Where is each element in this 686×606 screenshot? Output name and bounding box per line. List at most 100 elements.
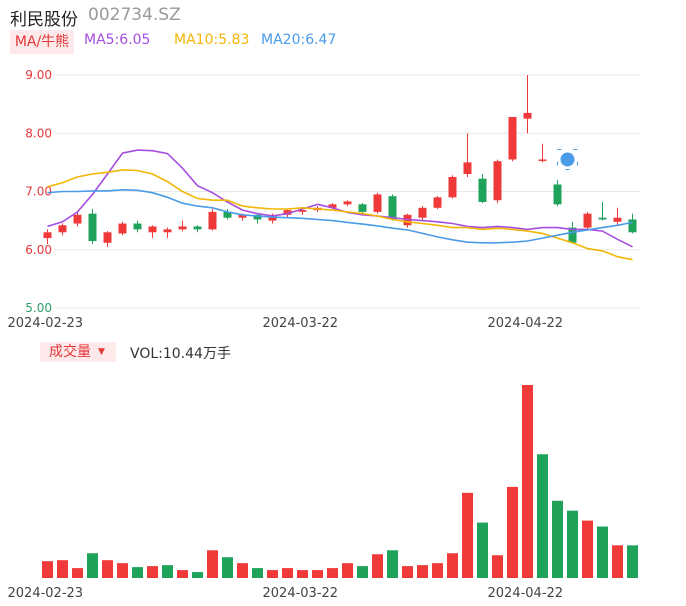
candle-body: [373, 194, 382, 212]
volume-button-label: 成交量: [49, 344, 91, 360]
candle-body: [193, 226, 202, 230]
volume-bar: [312, 570, 323, 578]
x-tick-label-top: 2024-02-23: [8, 316, 84, 331]
volume-bar: [522, 384, 533, 578]
volume-bar: [447, 553, 458, 578]
volume-bar: [162, 565, 173, 578]
candle-body: [253, 214, 262, 220]
volume-bar: [567, 510, 578, 578]
ma-indicator-button[interactable]: MA/牛熊: [10, 30, 74, 54]
event-marker-icon: [560, 152, 575, 167]
volume-bar: [582, 520, 593, 578]
caret-down-icon: ▼: [98, 347, 105, 357]
volume-bar: [222, 557, 233, 578]
candle-body: [298, 210, 307, 212]
candle-body: [553, 184, 562, 205]
candle-body: [418, 207, 427, 218]
candle-body: [178, 226, 187, 230]
x-tick-label-top: 2024-03-22: [263, 316, 339, 331]
stock-code: 002734.SZ: [88, 5, 181, 25]
candle-body: [238, 214, 247, 218]
event-marker-frame: [557, 148, 578, 170]
ma-line-ma10: [47, 169, 633, 261]
volume-bar: [42, 561, 53, 578]
volume-bar: [297, 570, 308, 578]
candle-body: [328, 204, 337, 208]
ma20-value: MA20:6.47: [261, 32, 337, 48]
volume-bar: [87, 553, 98, 578]
candle-body: [478, 178, 487, 202]
volume-bar: [492, 555, 503, 578]
candle-body: [343, 201, 352, 205]
volume-bar: [327, 568, 338, 578]
candle-body: [568, 227, 577, 243]
volume-bar: [132, 567, 143, 578]
candle-body: [388, 196, 397, 220]
x-tick-label-bottom: 2024-03-22: [263, 586, 339, 601]
candle-body: [613, 217, 622, 222]
volume-bar: [57, 560, 68, 578]
volume-bar: [462, 492, 473, 578]
volume-bar: [342, 563, 353, 578]
candle-body: [538, 159, 547, 161]
volume-bar: [597, 526, 608, 578]
y-tick-label: 6.00: [25, 243, 52, 257]
volume-bar: [117, 563, 128, 578]
volume-bar: [282, 568, 293, 578]
volume-bar: [147, 566, 158, 578]
y-tick-label: 9.00: [25, 68, 52, 82]
volume-bar: [357, 566, 368, 578]
candle-body: [58, 225, 67, 233]
candle-body: [43, 232, 52, 239]
volume-bar: [267, 570, 278, 578]
candle-body: [433, 197, 442, 208]
y-tick-label: 5.00: [25, 301, 52, 315]
volume-bar: [102, 560, 113, 578]
volume-bar: [612, 545, 623, 578]
volume-bar: [552, 500, 563, 578]
volume-bar: [252, 568, 263, 578]
volume-bar: [417, 565, 428, 578]
ma5-value: MA5:6.05: [84, 32, 151, 48]
ma-line-ma5: [47, 149, 633, 248]
x-tick-label-bottom: 2024-04-22: [488, 586, 564, 601]
volume-bar: [177, 570, 188, 578]
volume-bar: [192, 572, 203, 578]
ma-line-ma20: [47, 188, 633, 244]
candle-body: [163, 229, 172, 233]
candle-body: [283, 210, 292, 215]
candle-body: [493, 161, 502, 201]
ma10-value: MA10:5.83: [174, 32, 250, 48]
volume-indicator-button[interactable]: 成交量 ▼: [40, 342, 116, 362]
candle-body: [523, 112, 532, 119]
candle-body: [448, 176, 457, 198]
candle-body: [103, 232, 112, 243]
volume-value: VOL:10.44万手: [130, 346, 231, 362]
x-tick-label-bottom: 2024-02-23: [8, 586, 84, 601]
candle-body: [73, 214, 82, 224]
candle-body: [223, 211, 232, 218]
volume-bar: [477, 522, 488, 578]
candle-body: [358, 204, 367, 212]
volume-bar: [537, 454, 548, 578]
volume-bar: [72, 568, 83, 578]
candle-body: [628, 219, 637, 233]
x-tick-label-top: 2024-04-22: [488, 316, 564, 331]
candle-body: [88, 213, 97, 242]
candle-body: [583, 213, 592, 228]
candle-body: [508, 116, 517, 160]
candle-body: [133, 223, 142, 230]
volume-bar: [402, 566, 413, 578]
volume-bar: [507, 486, 518, 578]
candle-body: [208, 211, 217, 230]
candle-body: [463, 162, 472, 175]
volume-bar: [387, 550, 398, 578]
candle-body: [118, 223, 127, 234]
y-tick-label: 8.00: [25, 126, 52, 140]
candle-body: [598, 217, 607, 220]
stock-name: 利民股份: [10, 10, 78, 30]
volume-bar: [432, 563, 443, 578]
volume-bar: [237, 563, 248, 578]
